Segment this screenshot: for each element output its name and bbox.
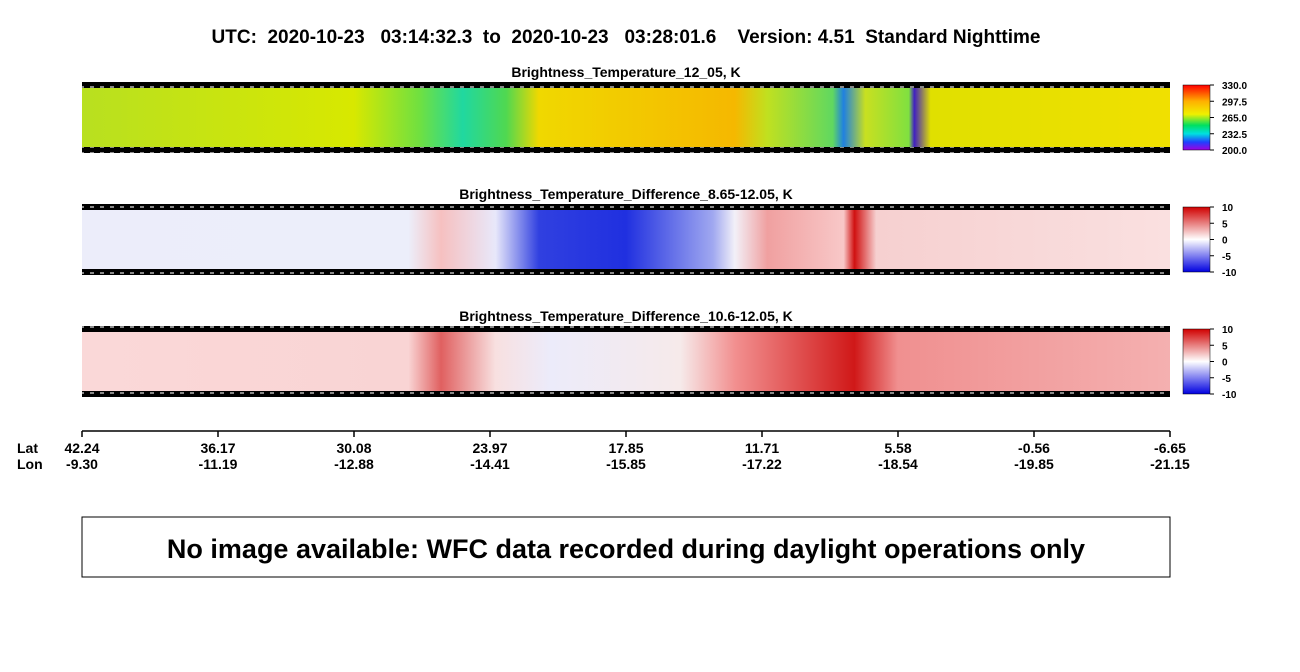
axis-label: 17.85 [608, 440, 643, 456]
colorbar-label: 0 [1222, 236, 1228, 247]
colorbar-label: 265.0 [1222, 114, 1247, 125]
axis-label: -6.65 [1154, 440, 1186, 456]
axis-label: 23.97 [472, 440, 507, 456]
axis-label: -11.19 [199, 456, 238, 472]
panel-title: Brightness_Temperature_12_05, K [511, 64, 740, 80]
axis-label: -19.85 [1014, 456, 1054, 472]
image-strip [82, 207, 1170, 272]
axis-label: -14.41 [470, 456, 510, 472]
colorbar-label: 0 [1222, 358, 1228, 369]
row-label: Lon [17, 456, 43, 472]
title: UTC: 2020-10-23 03:14:32.3 to 2020-10-23… [212, 27, 1041, 48]
axis-label: 11.71 [745, 440, 779, 456]
row-label: Lat [17, 440, 38, 456]
colorbar-label: 297.5 [1222, 97, 1247, 108]
strip-border [82, 82, 1170, 88]
strip-border [82, 391, 1170, 397]
colorbar-label: 10 [1222, 203, 1234, 214]
colorbar-label: 200.0 [1222, 146, 1247, 157]
colorbar-label: 10 [1222, 325, 1234, 336]
colorbar [1182, 328, 1211, 395]
axis-label: 36.17 [200, 440, 235, 456]
message: No image available: WFC data recorded du… [167, 534, 1085, 564]
colorbar-label: -5 [1222, 252, 1231, 263]
strip-border [82, 326, 1170, 332]
colorbar-label: 5 [1222, 219, 1228, 230]
axis-label: -0.56 [1018, 440, 1050, 456]
axis-label: -15.85 [606, 456, 646, 472]
colorbar-label: 330.0 [1222, 81, 1247, 92]
axis-label: 30.08 [336, 440, 371, 456]
axis-label: 5.58 [884, 440, 911, 456]
colorbar-label: 232.5 [1222, 130, 1247, 141]
strip-border [82, 147, 1170, 153]
message-box [81, 516, 1171, 578]
axis-label: -21.15 [1150, 456, 1190, 472]
colorbar-label: -5 [1222, 374, 1231, 385]
panel-title: Brightness_Temperature_Difference_8.65-1… [459, 186, 793, 202]
colorbar [1182, 84, 1211, 151]
colorbar-label: -10 [1222, 390, 1237, 401]
colorbar-label: -10 [1222, 268, 1237, 279]
colorbar-label: 5 [1222, 341, 1228, 352]
axis-label: -18.54 [878, 456, 918, 472]
colorbar [1182, 206, 1211, 273]
axis-label: -9.30 [66, 456, 98, 472]
axis-label: -12.88 [334, 456, 374, 472]
axis-label: 42.24 [64, 440, 99, 456]
panel-title: Brightness_Temperature_Difference_10.6-1… [459, 308, 793, 324]
strip-border [82, 269, 1170, 275]
image-strip [82, 85, 1170, 150]
strip-border [82, 204, 1170, 210]
axis-label: -17.22 [742, 456, 782, 472]
image-strip [82, 329, 1170, 394]
